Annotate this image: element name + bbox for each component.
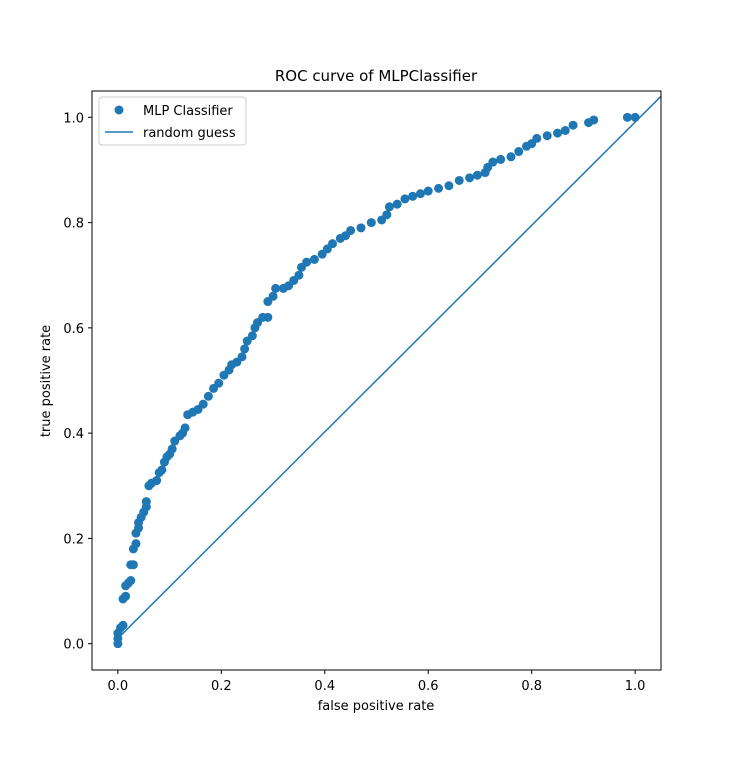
point [496, 154, 506, 164]
point [356, 223, 366, 233]
point [309, 254, 319, 264]
legend-marker [114, 105, 124, 115]
point [472, 170, 482, 180]
x-tick-label: 0.6 [418, 679, 439, 694]
point [240, 344, 250, 354]
point [454, 175, 464, 185]
point [408, 191, 418, 201]
point [423, 186, 433, 196]
point [532, 133, 542, 143]
legend-box [98, 96, 247, 146]
point [203, 391, 213, 401]
y-tick-label: 0.8 [63, 217, 84, 232]
legend-label: MLP Classifier [143, 104, 233, 119]
point [542, 131, 552, 141]
point [302, 257, 312, 267]
legend-label: random guess [143, 126, 236, 141]
point [630, 112, 640, 122]
x-axis-label: false positive rate [318, 699, 435, 714]
plot-frame [91, 90, 662, 671]
point [121, 591, 131, 601]
line [117, 95, 661, 639]
x-tick-label: 0.8 [521, 679, 542, 694]
x-tick-label: 0.4 [314, 679, 335, 694]
point [434, 183, 444, 193]
point [392, 199, 402, 209]
point [128, 560, 138, 570]
point [622, 112, 632, 122]
point [568, 120, 578, 130]
point [384, 202, 394, 212]
point [560, 125, 570, 135]
x-tick-label: 0.0 [108, 679, 129, 694]
point [118, 620, 128, 630]
point [131, 539, 141, 549]
point [465, 173, 475, 183]
point [214, 378, 224, 388]
point [506, 152, 516, 162]
point [444, 181, 454, 191]
point [366, 218, 376, 228]
point [268, 291, 278, 301]
point [247, 331, 257, 341]
point [237, 352, 247, 362]
chart-title: ROC curve of MLPClassifier [275, 67, 478, 85]
y-tick-label: 0.6 [63, 322, 84, 337]
point [180, 423, 190, 433]
point [167, 444, 177, 454]
point [157, 465, 167, 475]
y-tick-label: 0.4 [63, 427, 84, 442]
x-tick-label: 1.0 [625, 679, 646, 694]
point [263, 312, 273, 322]
y-tick-label: 0.2 [63, 532, 84, 547]
point [152, 476, 162, 486]
point [589, 115, 599, 125]
point [553, 128, 563, 138]
y-axis-label: true positive rate [39, 325, 54, 437]
point [294, 270, 304, 280]
point [346, 225, 356, 235]
point [415, 189, 425, 199]
y-tick-label: 1.0 [63, 111, 84, 126]
x-tick-label: 0.2 [211, 679, 232, 694]
point [328, 239, 338, 249]
point [488, 157, 498, 167]
point [514, 147, 524, 157]
point [126, 576, 136, 586]
y-tick-label: 0.0 [63, 638, 84, 653]
point [400, 194, 410, 204]
point [271, 283, 281, 293]
point [198, 399, 208, 409]
point [141, 497, 151, 507]
point [382, 210, 392, 220]
